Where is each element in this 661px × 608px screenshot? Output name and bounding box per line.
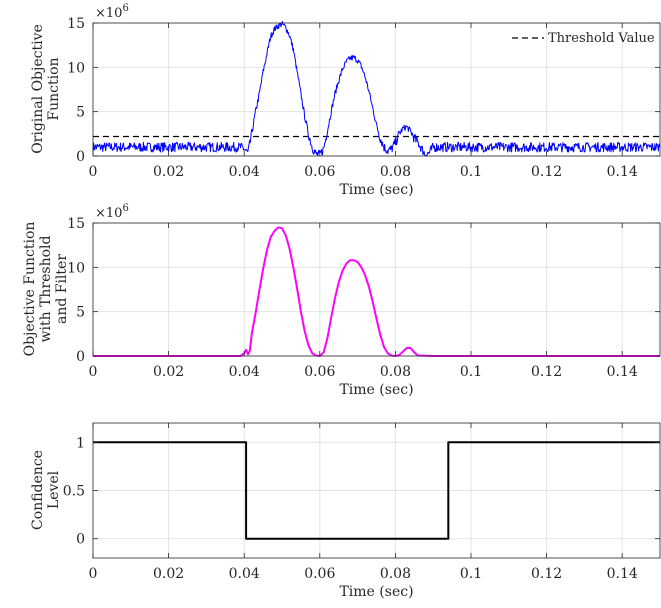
y-axis-label-line: Level: [46, 470, 62, 509]
x-tick-label: 0.14: [607, 164, 638, 180]
x-tick-label: 0.08: [380, 164, 411, 180]
x-tick-label: 0.12: [531, 364, 562, 380]
x-tick-label: 0.04: [229, 164, 260, 180]
y-tick-label: 15: [67, 216, 85, 232]
y-axis-label-line: Confidence: [30, 450, 46, 530]
x-tick-label: 0.06: [304, 566, 335, 582]
x-tick-label: 0.02: [153, 566, 184, 582]
x-tick-label: 0.12: [531, 566, 562, 582]
chart-panel-3: 0 0.02 0.04 0.06 0.08 0.1 0.12 0.14 0 0.5 1 Time (s…: [30, 422, 661, 600]
y-axis-label-line: Original Objective: [30, 24, 46, 154]
y-tick-label: 5: [76, 305, 85, 321]
y-tick-label: 0: [76, 349, 85, 365]
x-tick-label: 0.04: [229, 566, 260, 582]
axes-box: [92, 222, 661, 357]
x-tick-label: 0.14: [607, 566, 638, 582]
y-tick-label: 10: [67, 60, 85, 76]
y-exponent-label: ×106: [95, 203, 129, 221]
x-tick-label: 0.06: [304, 364, 335, 380]
y-exponent-power: 6: [122, 203, 128, 214]
y-axis-label: ConfidenceLevel: [30, 450, 62, 530]
y-axis-label: Objective Functionwith Thresholdand Filt…: [22, 222, 70, 357]
y-tick-label: 10: [67, 260, 85, 276]
y-tick-label: 1: [76, 435, 85, 451]
x-tick-label: 0.06: [304, 164, 335, 180]
y-tick-label: 5: [76, 105, 85, 121]
y-exponent-label: ×106: [95, 3, 129, 21]
x-tick-label: 0: [89, 566, 98, 582]
y-tick-label: 0.5: [63, 484, 85, 500]
x-axis-label: Time (sec): [339, 382, 413, 398]
x-tick-label: 0.12: [531, 164, 562, 180]
y-axis-label-line: with Threshold: [38, 235, 54, 342]
x-axis-label: Time (sec): [339, 584, 413, 600]
chart-panel-2: 0 0.02 0.04 0.06 0.08 0.1 0.12 0.14 0 5 10 15 ×106 Ti…: [22, 203, 661, 398]
x-tick-label: 0.08: [380, 364, 411, 380]
y-axis-label: Original ObjectiveFunction: [30, 24, 62, 154]
x-tick-label: 0.08: [380, 566, 411, 582]
legend-label: Threshold Value: [548, 31, 655, 46]
y-axis-label-line: Objective Function: [22, 222, 38, 357]
x-tick-label: 0: [89, 364, 98, 380]
y-axis-label-line: and Filter: [54, 254, 70, 324]
x-tick-label: 0.1: [460, 164, 482, 180]
y-tick-label: 0: [76, 532, 85, 548]
y-tick-label: 15: [67, 16, 85, 32]
x-tick-label: 0.1: [460, 364, 482, 380]
series-line-1: [92, 21, 661, 157]
plot-area: [93, 23, 660, 156]
x-tick-label: 0: [89, 164, 98, 180]
y-tick-label: 0: [76, 149, 85, 165]
axes-box: [92, 22, 661, 157]
chart-panel-1: 0 0.02 0.04 0.06 0.08 0.1 0.12 0.14 0 5 10 15 ×106 Ti…: [30, 3, 661, 198]
y-exponent-power: 6: [122, 3, 128, 14]
y-axis-label-line: Function: [46, 57, 62, 120]
x-tick-label: 0.04: [229, 364, 260, 380]
x-axis-label: Time (sec): [339, 182, 413, 198]
series-line-1: [93, 441, 660, 540]
plot-area: [93, 223, 660, 356]
x-tick-label: 0.1: [460, 566, 482, 582]
x-tick-label: 0.14: [607, 364, 638, 380]
legend: Threshold Value: [512, 31, 655, 46]
x-tick-label: 0.02: [153, 364, 184, 380]
x-tick-label: 0.02: [153, 164, 184, 180]
